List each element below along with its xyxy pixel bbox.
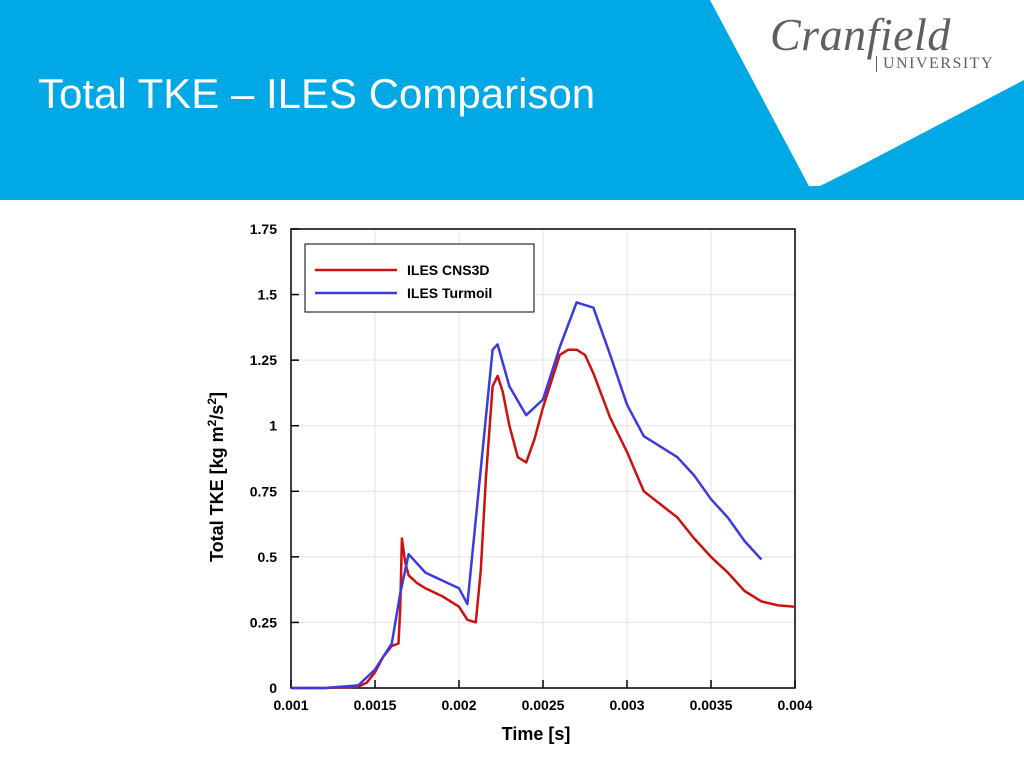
x-tick-label: 0.003 bbox=[609, 697, 644, 713]
header-white-swoosh bbox=[0, 0, 1024, 200]
logo-wordmark: Cranfield bbox=[770, 9, 951, 60]
y-axis-title-part-3: ] bbox=[207, 392, 227, 398]
axis-ticks: 0.001 0.0015 0.002 0.0025 0.003 0.0035 0.004 0 0… bbox=[250, 221, 813, 713]
x-tick-label: 0.0015 bbox=[354, 697, 397, 713]
x-tick-label: 0.0035 bbox=[690, 697, 733, 713]
x-tick-label: 0.0025 bbox=[522, 697, 565, 713]
y-axis-title-part-1: Total TKE [kg m bbox=[207, 426, 227, 562]
legend-label-turmoil: ILES Turmoil bbox=[407, 285, 492, 301]
header-blue-band bbox=[0, 0, 810, 200]
x-axis-title: Time [s] bbox=[502, 724, 571, 744]
y-axis-title-sup-1: 2 bbox=[205, 419, 219, 426]
x-tick-label: 0.001 bbox=[273, 697, 308, 713]
y-tick-label: 1.75 bbox=[250, 221, 277, 237]
y-tick-label: 1 bbox=[269, 418, 277, 434]
slide-title: Total TKE – ILES Comparison bbox=[38, 70, 596, 117]
y-tick-label: 0.5 bbox=[258, 549, 278, 565]
x-tick-label: 0.002 bbox=[441, 697, 476, 713]
header-banner bbox=[0, 0, 1024, 200]
legend-label-cns3d: ILES CNS3D bbox=[407, 262, 489, 278]
tke-line-chart: 0.001 0.0015 0.002 0.0025 0.003 0.0035 0.004 0 0… bbox=[205, 221, 813, 744]
y-axis-title-part-2: /s bbox=[207, 405, 227, 420]
slide-header: Total TKE – ILES Comparison Cranfield UN… bbox=[0, 0, 1024, 200]
chart-series bbox=[291, 301, 796, 690]
y-tick-label: 0.75 bbox=[250, 483, 277, 499]
series-line-cns3d bbox=[291, 348, 796, 690]
y-axis-title-sup-2: 2 bbox=[205, 398, 219, 405]
chart-legend: ILES CNS3D ILES Turmoil bbox=[304, 243, 535, 313]
y-tick-label: 0.25 bbox=[250, 614, 277, 630]
legend-box bbox=[304, 243, 535, 313]
x-tick-label: 0.004 bbox=[777, 697, 812, 713]
logo-subtitle: UNIVERSITY bbox=[876, 56, 994, 72]
header-blue-tail bbox=[0, 80, 1024, 200]
cranfield-logo: Cranfield UNIVERSITY bbox=[770, 9, 993, 72]
y-tick-label: 1.25 bbox=[250, 352, 277, 368]
series-line-turmoil bbox=[291, 301, 763, 690]
y-tick-label: 1.5 bbox=[258, 287, 278, 303]
y-axis-title: Total TKE [kg m2/s2] bbox=[205, 392, 227, 562]
y-tick-label: 0 bbox=[269, 680, 277, 696]
